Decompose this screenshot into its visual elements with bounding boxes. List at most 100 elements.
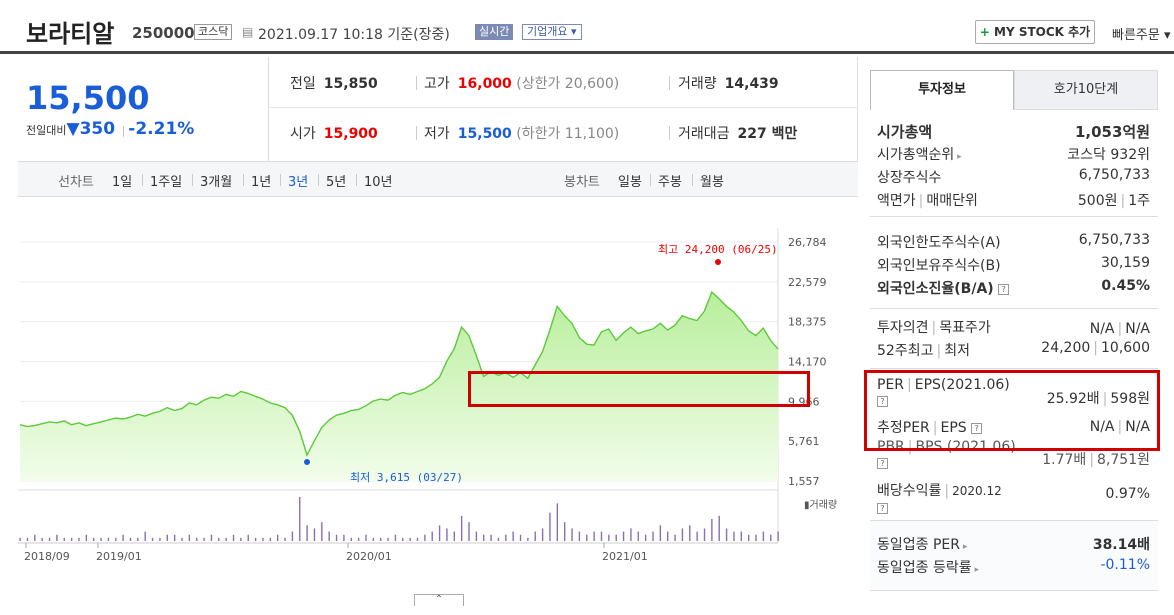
volume-label: 거래량 xyxy=(678,76,717,92)
quick-order-button[interactable]: 빠른주문 ▾ xyxy=(1112,24,1171,43)
period-1d[interactable]: 1일 xyxy=(112,175,133,190)
volume-bar xyxy=(218,537,220,541)
y-tick-label: 18,375 xyxy=(788,316,827,329)
period-3m[interactable]: 3개월 xyxy=(200,175,233,190)
volume-bar xyxy=(762,531,765,541)
est-eps-value: N/A xyxy=(1125,419,1150,435)
volume-bar xyxy=(380,537,382,541)
volume-bar xyxy=(725,528,728,541)
plus-icon: + xyxy=(979,25,990,39)
y-tick-label: 26,784 xyxy=(788,236,827,249)
volume-bar xyxy=(34,534,36,541)
prev-close-label: 전일 xyxy=(290,76,316,92)
realtime-badge[interactable]: 실시간 xyxy=(475,24,514,40)
period-5y[interactable]: 5년 xyxy=(326,175,347,190)
chart-period-bar: 선차트 1일 1주일 3개월 1년 3년 5년 10년 봉차트 일봉 주봉 월봉 xyxy=(18,161,858,197)
sector-chg-row[interactable]: 동일업종 등락률 ▸ -0.11% xyxy=(877,557,1150,577)
tab-investment-info[interactable]: 투자정보 xyxy=(870,70,1014,110)
change-value: 350 xyxy=(79,119,116,139)
trade-unit-value: 1주 xyxy=(1128,193,1150,209)
stock-code: 250000 xyxy=(132,24,195,42)
volume-bar xyxy=(19,537,21,541)
volume-bar xyxy=(541,528,544,541)
target-label: 목표주가 xyxy=(939,320,991,336)
volume-bar xyxy=(137,537,139,541)
open-price: 시가 15,900 xyxy=(290,123,378,143)
volume-bar xyxy=(394,534,397,541)
candle-daily[interactable]: 일봉 xyxy=(618,175,642,190)
foreign-limit-label: 외국인한도주식수(A) xyxy=(877,235,1001,251)
chevron-down-icon: ▾ xyxy=(570,25,577,38)
per-label: PER xyxy=(877,377,905,393)
volume-bar xyxy=(711,519,713,541)
prev-close: 전일 15,850 xyxy=(290,73,378,93)
divider xyxy=(192,174,193,186)
volume-bar xyxy=(563,522,566,541)
volume-bar xyxy=(335,534,338,541)
est-eps-label: EPS xyxy=(940,420,967,436)
volume-bar xyxy=(608,534,610,541)
sector-per-row[interactable]: 동일업종 PER ▸ 38.14배 xyxy=(877,534,1150,554)
help-icon[interactable]: ? xyxy=(877,395,888,407)
help-icon[interactable]: ? xyxy=(971,422,983,434)
stock-name: 보라티알 xyxy=(26,20,115,48)
calendar-icon: ▤ xyxy=(242,25,254,39)
company-overview-dropdown[interactable]: 기업개요 ▾ xyxy=(522,24,582,40)
volume-bar xyxy=(571,528,573,541)
divider xyxy=(243,174,244,186)
divider xyxy=(669,126,670,140)
period-1w[interactable]: 1주일 xyxy=(150,175,183,190)
period-3y[interactable]: 3년 xyxy=(288,175,309,190)
overview-label: 기업개요 xyxy=(527,25,568,38)
divider xyxy=(669,76,670,90)
divider xyxy=(416,126,417,140)
w52-row: 52주최고 | 최저 24,200 | 10,600 xyxy=(877,340,1150,359)
volume-bar xyxy=(115,537,117,541)
volume-bar xyxy=(306,525,308,541)
tab-orderbook-10[interactable]: 호가10단계 xyxy=(1014,70,1158,110)
help-icon[interactable]: ? xyxy=(998,283,1010,295)
volume-bar xyxy=(151,537,154,541)
foreign-limit-row: 외국인한도주식수(A) 6,750,733 xyxy=(877,232,1150,252)
help-icon[interactable]: ? xyxy=(877,457,888,469)
candle-weekly[interactable]: 주봉 xyxy=(658,175,682,190)
eps-value: 598원 xyxy=(1110,391,1150,407)
w52-low-value: 10,600 xyxy=(1101,340,1150,356)
volume-bar xyxy=(225,537,227,541)
w52-low-label: 최저 xyxy=(944,343,970,359)
cap-rank-row[interactable]: 시가총액순위 ▸ 코스닥 932위 xyxy=(877,144,1150,164)
volume-bar xyxy=(747,534,750,541)
volume-bar xyxy=(56,534,58,541)
volume-bar xyxy=(203,537,205,541)
volume-bar xyxy=(70,537,73,541)
volume-bar xyxy=(284,537,286,541)
cap-rank-label: 시가총액순위 xyxy=(877,147,955,163)
volume-bar xyxy=(63,537,65,541)
target-value: N/A xyxy=(1125,321,1150,337)
expand-chart-button[interactable]: ⌃ xyxy=(414,594,464,606)
candle-monthly[interactable]: 월봉 xyxy=(700,175,724,190)
volume-bar xyxy=(652,531,654,541)
volume-bar xyxy=(549,512,551,541)
highlight-box-chart xyxy=(468,371,810,407)
volume-bar xyxy=(556,503,559,541)
price-line xyxy=(19,290,779,457)
period-10y[interactable]: 10년 xyxy=(364,175,393,190)
volume-bar xyxy=(357,537,360,541)
volume-bar xyxy=(291,531,294,541)
volume-bar xyxy=(703,528,706,541)
foreign-section: 외국인한도주식수(A) 6,750,733 외국인보유주식수(B) 30,159 외… xyxy=(870,217,1158,309)
pbr-row: PBR | BPS (2021.06)? 1.77배 | 8,751원 xyxy=(877,439,1150,469)
min-annotation: 최저 3,615 (03/27) xyxy=(350,471,463,484)
period-1y[interactable]: 1년 xyxy=(251,175,272,190)
mystock-add-button[interactable]: + MY STOCK 추가 xyxy=(975,20,1095,44)
divider xyxy=(280,174,281,186)
volume-bar xyxy=(166,534,168,541)
low-label: 저가 xyxy=(424,126,450,142)
volume-bar xyxy=(431,531,433,541)
dividend-label: 배당수익률 xyxy=(877,483,942,499)
divider xyxy=(692,174,693,186)
dividend-value: 0.97% xyxy=(1105,486,1150,502)
help-icon[interactable]: ? xyxy=(877,502,888,514)
volume-bar xyxy=(600,531,603,541)
